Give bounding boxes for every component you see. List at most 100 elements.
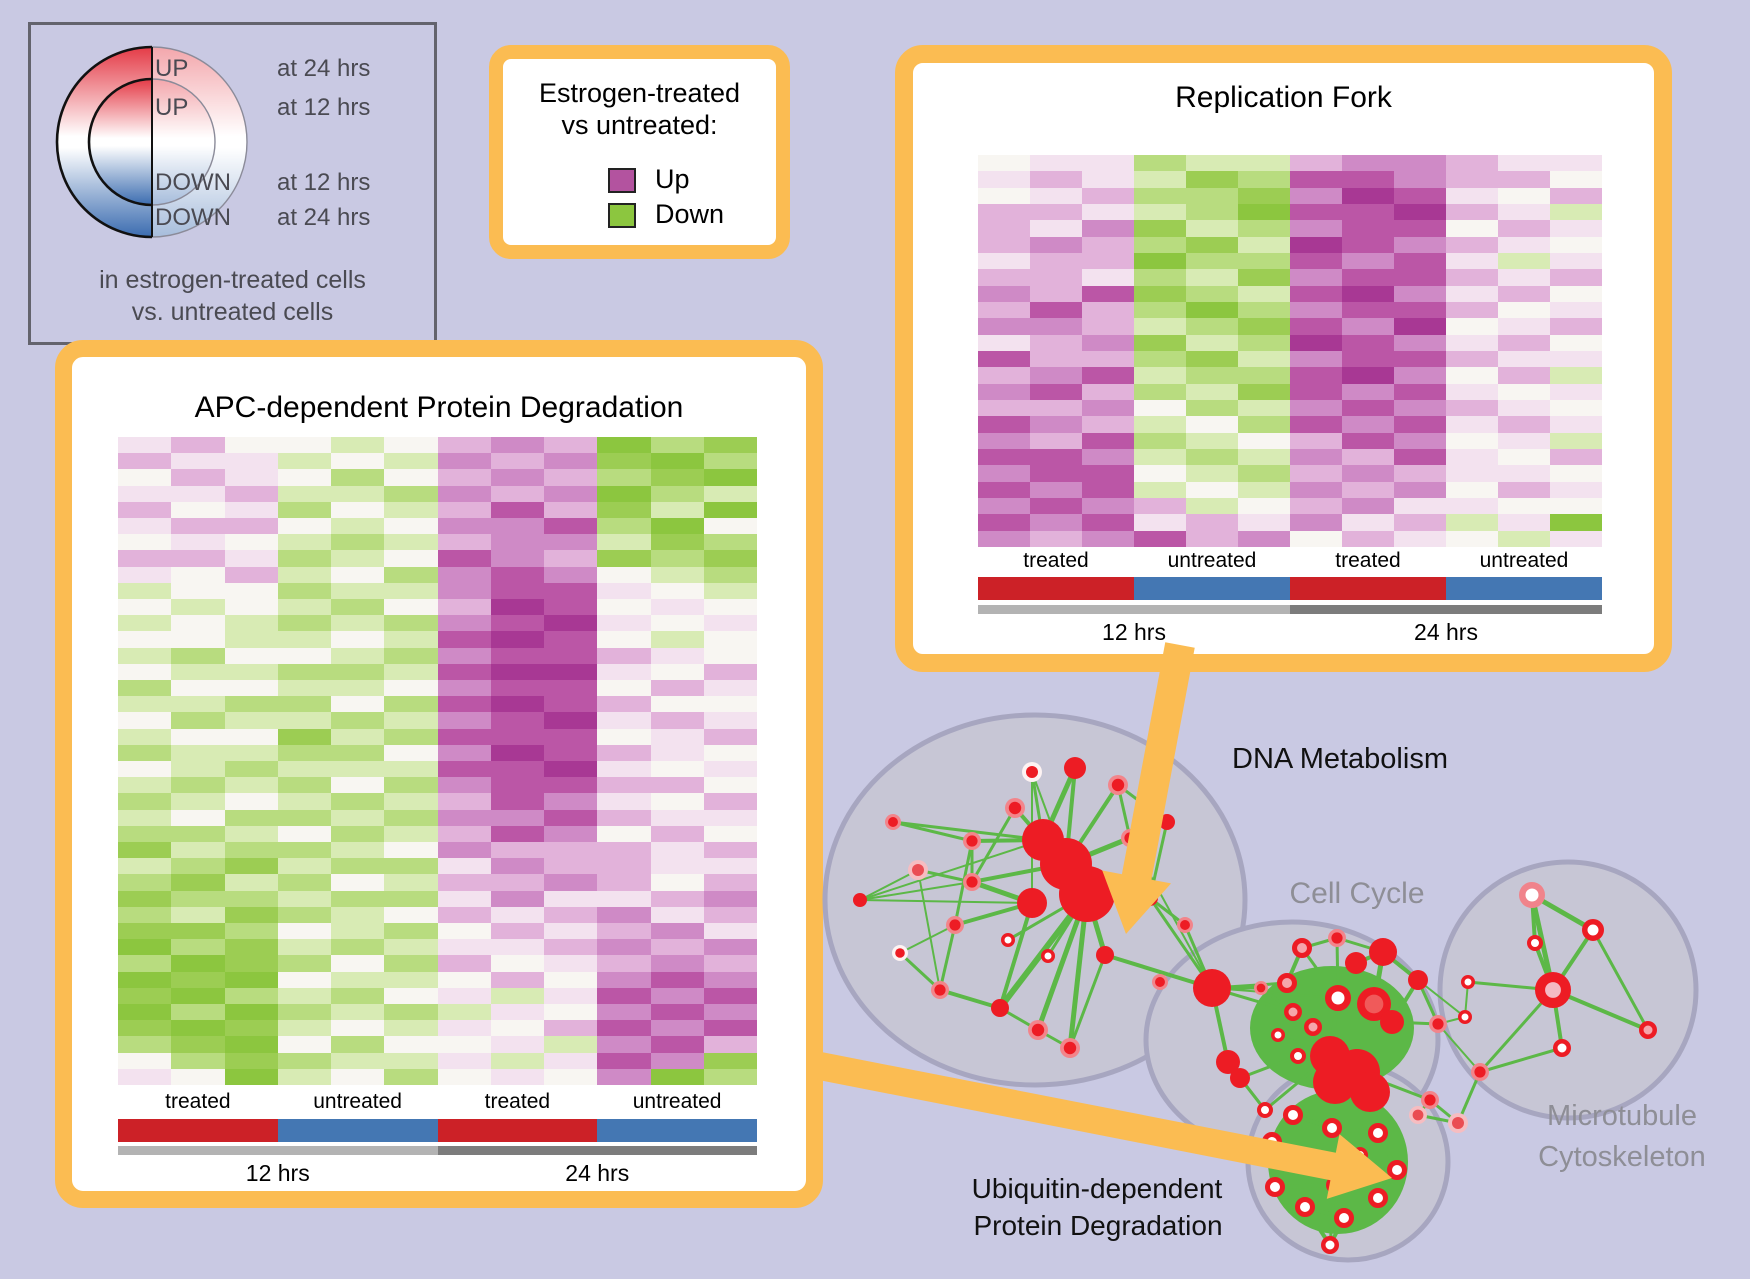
heatmap-cell	[384, 923, 438, 940]
heatmap-cell	[118, 777, 172, 794]
heatmap-cell	[277, 1036, 331, 1053]
heatmap-cell	[437, 582, 491, 599]
heatmap-cell	[650, 696, 704, 713]
apc-group-labels: treated untreated treated untreated	[165, 1090, 722, 1113]
heatmap-cell	[1498, 481, 1550, 498]
network-node	[1121, 829, 1139, 847]
heatmap-cell	[331, 1052, 385, 1069]
heatmap-cell	[978, 155, 1030, 172]
heatmap-cell	[1394, 204, 1446, 221]
heatmap-cell	[277, 906, 331, 923]
heatmap-cell	[978, 220, 1030, 237]
network-edge	[1390, 978, 1420, 1024]
heatmap-cell	[171, 971, 225, 988]
arrow-apc-to-ubiquitin-shaft	[817, 1052, 1338, 1181]
heatmap-cell	[331, 842, 385, 859]
heatmap-cell	[1394, 481, 1446, 498]
heatmap-cell	[650, 534, 704, 551]
heatmap-cell	[277, 437, 331, 454]
heatmap-cell	[1134, 318, 1186, 335]
heatmap-cell	[1238, 204, 1290, 221]
network-edge	[1311, 997, 1340, 1028]
heatmap-cell	[1030, 171, 1082, 188]
heatmap-cell	[224, 777, 278, 794]
heatmap-cell	[331, 534, 385, 551]
network-node	[1022, 762, 1042, 782]
network-node	[934, 984, 946, 996]
heatmap-cell	[650, 939, 704, 956]
heatmap-cell	[1290, 351, 1342, 368]
network-edge	[1149, 896, 1186, 927]
heatmap-cell	[1342, 416, 1394, 433]
heatmap-cell	[118, 566, 172, 583]
network-edge	[1328, 1002, 1376, 1058]
heatmap-cell	[597, 518, 651, 535]
network-edge	[1300, 947, 1340, 999]
heatmap-cell	[703, 518, 757, 535]
network-edge	[1260, 986, 1294, 1014]
heatmap-cell	[437, 955, 491, 972]
heatmap-cell	[597, 890, 651, 907]
network-node	[1322, 1118, 1342, 1138]
network-label-ubiquitin-dependent: Ubiquitin-dependent	[972, 1173, 1223, 1204]
heatmap-cell	[1342, 318, 1394, 335]
heatmap-cell	[1186, 432, 1238, 449]
network-edge	[1342, 1196, 1380, 1220]
network-edge	[1311, 1025, 1332, 1058]
heatmap-cell	[703, 566, 757, 583]
network-edge	[1417, 1113, 1459, 1125]
heatmap-cell	[1134, 481, 1186, 498]
decoder-legend-box: UP at 24 hrs UP at 12 hrs DOWN at 12 hrs…	[28, 22, 437, 345]
heatmap-cell	[597, 550, 651, 567]
heatmap-cell	[1498, 285, 1550, 302]
network-edge	[1064, 767, 1077, 865]
heatmap-cell	[1394, 400, 1446, 417]
network-node	[1331, 932, 1343, 944]
heatmap-cell	[1342, 285, 1394, 302]
heatmap-cell	[544, 939, 598, 956]
heatmap-cell	[1394, 269, 1446, 286]
network-node	[1216, 1050, 1240, 1074]
heatmap-cell	[1290, 465, 1342, 482]
heatmap-cell	[490, 1052, 544, 1069]
heatmap-cell	[703, 728, 757, 745]
heatmap-cell	[224, 825, 278, 842]
heatmap-cell	[118, 842, 172, 859]
heatmap-cell	[650, 453, 704, 470]
heatmap-cell	[437, 599, 491, 616]
heatmap-cell	[1394, 449, 1446, 466]
network-edge	[1148, 897, 1214, 989]
heatmap-cell	[490, 761, 544, 778]
heatmap-cell	[597, 809, 651, 826]
network-edge	[1355, 1020, 1394, 1074]
treated-bar	[437, 1119, 598, 1142]
heatmap-cell	[331, 809, 385, 826]
network-edge	[1437, 1023, 1481, 1073]
heatmap-cell	[1394, 416, 1446, 433]
heatmap-cell	[224, 712, 278, 729]
heatmap-cell	[118, 1068, 172, 1085]
heatmap-cell	[703, 842, 757, 859]
network-node	[1582, 919, 1604, 941]
heatmap-cell	[544, 971, 598, 988]
network-node	[1553, 1039, 1571, 1057]
network-edge	[1291, 1011, 1332, 1057]
network-edge	[1416, 1099, 1432, 1116]
heatmap-cell	[597, 858, 651, 875]
heatmap-cell	[544, 485, 598, 502]
heatmap-cell	[490, 793, 544, 810]
heatmap-cell	[1446, 416, 1498, 433]
heatmap-cell	[1238, 318, 1290, 335]
heatmap-cell	[490, 631, 544, 648]
heatmap-cell	[650, 777, 704, 794]
heatmap-cell	[703, 437, 757, 454]
network-edge	[938, 924, 957, 991]
heatmap-cell	[1186, 351, 1238, 368]
heatmap-cell	[224, 906, 278, 923]
heatmap-cell	[650, 663, 704, 680]
heatmap-cell	[1082, 416, 1134, 433]
heatmap-cell	[331, 793, 385, 810]
heatmap-cell	[490, 1068, 544, 1085]
network-edge	[1355, 950, 1384, 965]
heatmap-cell	[490, 647, 544, 664]
